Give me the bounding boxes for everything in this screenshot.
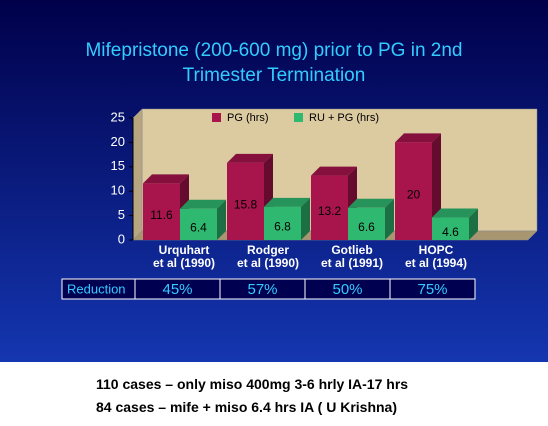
bar <box>227 162 264 240</box>
table-cell: 57% <box>247 281 277 298</box>
legend-label: PG (hrs) <box>227 112 269 124</box>
y-tick-label: 0 <box>118 231 125 246</box>
y-tick-label: 15 <box>111 158 125 173</box>
bar-top <box>432 208 478 218</box>
bar <box>311 175 348 240</box>
bar <box>432 217 469 240</box>
bar-top <box>227 153 273 163</box>
y-tick-label: 25 <box>111 109 125 124</box>
value-label: 15.8 <box>234 198 258 212</box>
legend-label: RU + PG (hrs) <box>309 112 379 124</box>
bar <box>143 183 180 240</box>
bar <box>264 206 301 240</box>
table-cell: 75% <box>417 281 447 298</box>
y-tick-label: 10 <box>111 183 125 198</box>
table-cell: Reduction <box>67 281 126 296</box>
value-label: 6.6 <box>358 220 375 234</box>
bar-top <box>264 197 310 207</box>
value-label: 6.8 <box>274 220 291 234</box>
bar <box>395 142 432 240</box>
y-tick-label: 5 <box>118 207 125 222</box>
bar-side <box>385 198 394 240</box>
legend-swatch <box>294 113 303 122</box>
bar-top <box>180 199 226 209</box>
table-cell: 50% <box>332 281 362 298</box>
x-tick-label: Urquhart et al (1990) <box>152 243 216 270</box>
bar-top <box>348 198 394 208</box>
table-row <box>61 278 476 300</box>
bar-side <box>301 197 310 240</box>
legend-swatch <box>212 113 221 122</box>
bar-top <box>395 133 441 143</box>
x-tick-label: Gotlieb et al (1991) <box>320 243 384 270</box>
side-wall <box>132 108 143 241</box>
note: 110 cases – only miso 400mg 3-6 hrly IA-… <box>96 376 409 392</box>
value-label: 20 <box>407 187 421 201</box>
bar-side <box>469 208 478 240</box>
value-label: 4.6 <box>442 225 459 239</box>
chart-title: Mifepristone (200-600 mg) prior to PG in… <box>85 40 463 86</box>
x-tick-label: HOPC et al (1994) <box>404 243 468 270</box>
note: 84 cases – mife + miso 6.4 hrs IA ( U Kr… <box>96 399 397 415</box>
value-label: 11.6 <box>150 208 173 222</box>
bar <box>180 208 217 240</box>
x-tick-label: Rodger et al (1990) <box>236 243 300 270</box>
value-label: 13.2 <box>318 204 342 218</box>
bar-top <box>143 174 189 184</box>
bar <box>348 207 385 240</box>
bar-top <box>311 166 357 176</box>
y-tick-label: 20 <box>111 134 125 149</box>
value-label: 6.4 <box>190 221 207 235</box>
table-cell: 45% <box>162 281 192 298</box>
bar-side <box>217 199 226 240</box>
